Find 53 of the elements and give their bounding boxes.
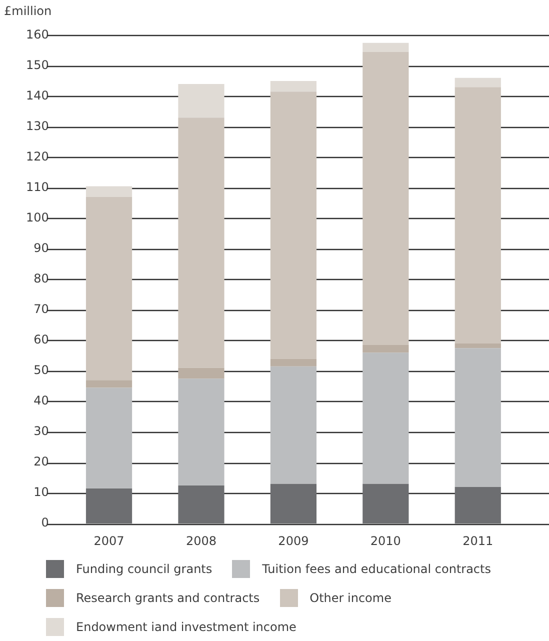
legend-label: Endowment iand investment income <box>76 620 296 634</box>
x-tick-label: 2011 <box>462 534 494 548</box>
legend-label: Funding council grants <box>76 562 212 576</box>
bar <box>270 366 317 484</box>
y-tick-label: 60 <box>34 332 49 347</box>
y-tick-label: 120 <box>26 149 49 164</box>
y-tick-label: 150 <box>26 58 49 72</box>
legend-label: Research grants and contracts <box>76 591 260 605</box>
y-tick-label: 100 <box>26 210 49 224</box>
bar <box>362 484 409 524</box>
y-tick-label: 70 <box>34 302 49 316</box>
legend-label: Other income <box>310 591 392 605</box>
bar <box>362 52 409 346</box>
bar <box>270 484 317 524</box>
x-tick-label: 2010 <box>370 534 401 548</box>
bar <box>454 78 501 88</box>
bar <box>178 84 224 118</box>
bar <box>86 488 132 524</box>
y-tick-label: 90 <box>34 241 49 255</box>
bar <box>270 80 317 92</box>
x-tick-label: 2008 <box>186 534 217 548</box>
bar <box>270 92 317 359</box>
bar <box>178 378 224 486</box>
bar <box>454 87 501 344</box>
y-tick-label: 10 <box>34 485 49 500</box>
legend-label: Tuition fees and educational contracts <box>262 562 491 576</box>
y-tick-label: 140 <box>26 88 49 102</box>
y-tick-label: 0 <box>41 516 49 530</box>
y-tick-label: 20 <box>34 454 49 469</box>
y-tick-label: 160 <box>26 27 49 42</box>
bar <box>454 348 501 487</box>
y-tick-label: 30 <box>34 424 49 438</box>
bar <box>178 368 224 379</box>
y-tick-label: 130 <box>26 118 49 133</box>
y-tick-label: 80 <box>34 272 49 286</box>
x-tick-label: 2007 <box>94 534 124 548</box>
bar <box>362 42 409 52</box>
bar <box>86 186 132 197</box>
bar <box>86 380 132 388</box>
bar <box>362 352 409 484</box>
y-tick-label: 40 <box>34 394 49 408</box>
bar <box>178 485 224 524</box>
x-tick-label: 2009 <box>278 534 309 548</box>
bar <box>454 486 501 524</box>
y-axis-title: £million <box>4 4 52 18</box>
bar <box>86 196 132 380</box>
bar <box>362 345 409 353</box>
y-tick-label: 110 <box>26 180 49 194</box>
bar <box>454 344 501 348</box>
bar <box>178 118 224 368</box>
bar <box>270 358 317 366</box>
bar <box>86 388 132 488</box>
y-tick-label: 50 <box>34 363 49 378</box>
